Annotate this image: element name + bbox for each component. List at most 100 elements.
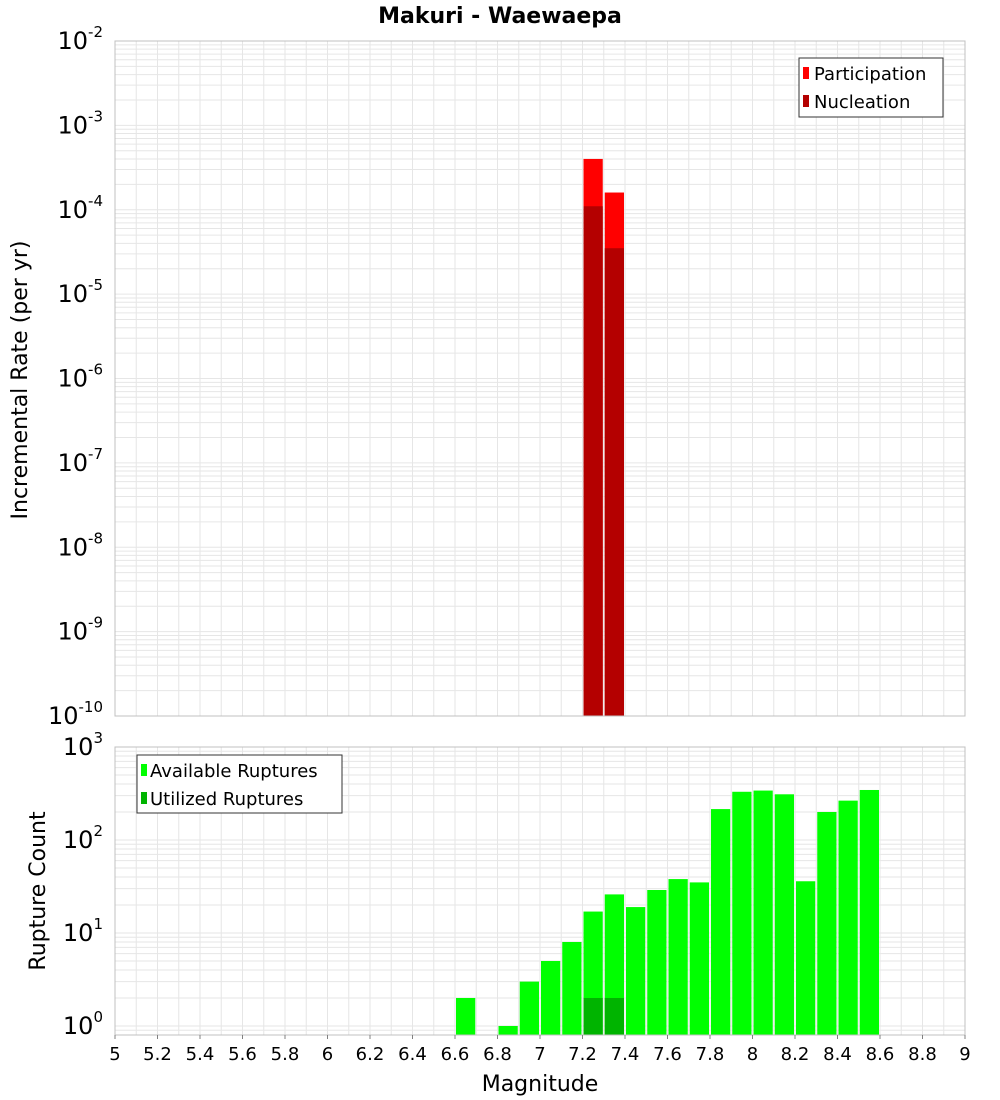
rate-y-tick-exponent: -9: [88, 614, 103, 632]
x-tick-label: 7: [534, 1044, 545, 1065]
count-y-tick-label: 100: [63, 1008, 103, 1040]
rate-y-tick-base: 10: [57, 533, 88, 561]
count-y-tick-base: 10: [63, 733, 94, 761]
rate-y-tick-label: 10-3: [57, 107, 103, 139]
x-tick-label: 6.2: [356, 1044, 385, 1065]
count-bar-available: [562, 942, 582, 1035]
rate-y-tick-exponent: -2: [88, 23, 103, 41]
x-tick-label: 5.6: [228, 1044, 257, 1065]
count-bar-available: [796, 881, 816, 1035]
rate-y-tick-exponent: -3: [88, 107, 103, 125]
x-tick-label: 5.2: [143, 1044, 172, 1065]
count-y-tick-exponent: 3: [93, 729, 103, 747]
count-bars: [456, 789, 879, 1035]
count-bar-utilized: [583, 997, 603, 1035]
x-tick-label: 6.8: [483, 1044, 512, 1065]
x-tick-label: 5.4: [186, 1044, 215, 1065]
count-y-axis-label: Rupture Count: [26, 811, 51, 971]
rate-y-tick-exponent: -8: [88, 529, 103, 547]
x-tick-label: 5.8: [271, 1044, 300, 1065]
x-tick-label: 5: [109, 1044, 120, 1065]
rate-plot-frame: [114, 40, 966, 717]
count-y-tick-base: 10: [63, 826, 94, 854]
count-y-tick-label: 102: [63, 822, 103, 854]
rate-bars: [583, 158, 624, 717]
x-axis-ticks: 5 5.2 5.4 5.6 5.8 6 6.2 6.4 6.6 6.8 7 7.2 7.4 7.6 7.8 8…: [109, 1035, 971, 1065]
legend-label-utilized: Utilized Ruptures: [150, 789, 303, 810]
count-y-tick-label: 101: [63, 915, 103, 947]
legend-label-nucleation: Nucleation: [814, 92, 910, 113]
rate-bar-nucleation: [604, 248, 624, 717]
x-tick-label: 8.8: [908, 1044, 937, 1065]
rate-y-tick-base: 10: [57, 196, 88, 224]
rate-legend-box: [798, 57, 944, 118]
legend-swatch-nucleation: [803, 95, 809, 107]
rate-y-tick-label: 10-8: [57, 529, 103, 561]
x-tick-label: 7.2: [568, 1044, 597, 1065]
x-tick-label: 8.6: [866, 1044, 895, 1065]
count-legend-box: [136, 754, 343, 814]
rate-y-tick-label: 10-10: [48, 698, 103, 730]
rate-y-tick-base: 10: [57, 365, 88, 393]
rate-y-tick-base: 10: [57, 27, 88, 55]
count-bar-available: [647, 889, 667, 1035]
x-tick-label: 7.8: [696, 1044, 725, 1065]
count-bar-available: [456, 997, 476, 1035]
legend-label-available: Available Ruptures: [150, 761, 318, 782]
rate-y-tick-base: 10: [57, 280, 88, 308]
count-legend: Available Ruptures Utilized Ruptures: [136, 754, 343, 814]
count-bar-available: [817, 812, 837, 1035]
count-y-tick-base: 10: [63, 1012, 94, 1040]
rate-y-tick-exponent: -5: [88, 276, 103, 294]
rate-y-tick-base: 10: [48, 702, 79, 730]
rate-y-tick-label: 10-4: [57, 192, 103, 224]
rate-y-tick-exponent: -6: [88, 361, 103, 379]
x-tick-label: 6.4: [398, 1044, 427, 1065]
legend-swatch-participation: [803, 67, 809, 79]
count-bar-available: [689, 882, 709, 1035]
rate-y-tick-label: 10-9: [57, 614, 103, 646]
count-bar-available: [732, 791, 752, 1035]
count-bar-available: [753, 790, 773, 1035]
count-y-tick-exponent: 0: [93, 1008, 103, 1026]
count-bar-available: [774, 794, 794, 1035]
count-bar-available: [711, 809, 731, 1035]
rate-y-tick-base: 10: [57, 449, 88, 477]
rate-y-tick-exponent: -10: [79, 698, 104, 716]
count-bar-available: [541, 960, 561, 1035]
count-y-tick-exponent: 1: [93, 915, 103, 933]
rate-y-tick-base: 10: [57, 618, 88, 646]
count-bar-available: [668, 879, 688, 1035]
rate-y-tick-label: 10-2: [57, 23, 103, 55]
rate-y-tick-label: 10-6: [57, 361, 103, 393]
rate-y-tick-base: 10: [57, 111, 88, 139]
count-bar-utilized: [604, 997, 624, 1035]
count-y-tick-exponent: 2: [93, 822, 103, 840]
count-y-tick-label: 103: [63, 729, 103, 761]
rate-y-tick-exponent: -7: [88, 445, 103, 463]
x-tick-label: 6.6: [441, 1044, 470, 1065]
count-y-tick-base: 10: [63, 919, 94, 947]
x-tick-label: 7.6: [653, 1044, 682, 1065]
rate-legend: Participation Nucleation: [798, 57, 944, 118]
x-axis-label: Magnitude: [482, 1072, 599, 1097]
rate-y-tick-exponent: -4: [88, 192, 103, 210]
rate-y-axis-label: Incremental Rate (per yr): [8, 241, 33, 520]
rate-bar-nucleation: [583, 206, 603, 716]
count-bar-available: [519, 981, 539, 1035]
x-tick-label: 8.2: [781, 1044, 810, 1065]
legend-swatch-utilized: [141, 792, 147, 804]
x-tick-label: 8: [747, 1044, 758, 1065]
count-bar-available: [859, 789, 879, 1035]
x-tick-label: 8.4: [823, 1044, 852, 1065]
x-tick-label: 6: [322, 1044, 333, 1065]
rate-y-tick-label: 10-7: [57, 445, 103, 477]
count-bar-available: [838, 800, 858, 1035]
legend-swatch-available: [141, 764, 147, 776]
chart-title: Makuri - Waewaepa: [378, 4, 622, 29]
